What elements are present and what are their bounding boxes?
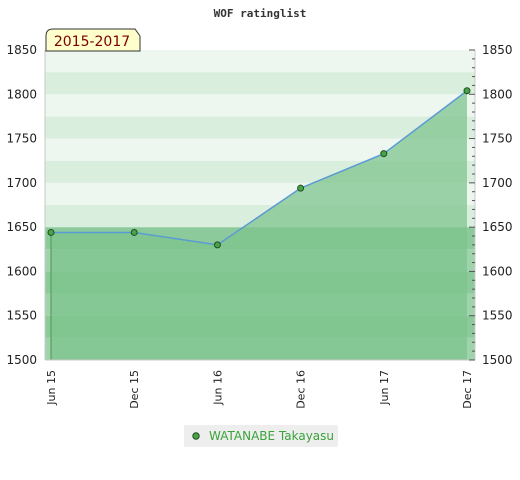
x-tick-label: Jun 15 [45, 370, 58, 406]
legend-marker [192, 432, 200, 440]
period-badge-box [45, 28, 141, 52]
data-point[interactable] [380, 150, 388, 158]
x-tick-label: Jun 17 [378, 370, 391, 406]
y-tick-label-left: 1850 [6, 43, 37, 57]
y-tick-label-right: 1850 [482, 43, 513, 57]
y-tick-label-right: 1600 [482, 264, 513, 278]
y-tick-label-left: 1550 [6, 309, 37, 323]
y-tick-label-right: 1800 [482, 87, 513, 101]
y-tick-label-left: 1700 [6, 176, 37, 190]
data-point[interactable] [297, 184, 305, 192]
y-tick-label-left: 1600 [6, 264, 37, 278]
legend[interactable]: WATANABE Takayasu [184, 425, 338, 447]
x-axis-labels: Jun 15 Dec 15 Jun 16 Dec 16 Jun 17 Dec 17 [45, 370, 474, 409]
y-tick-label-right: 1750 [482, 132, 513, 146]
period-label: 2015-2017 [54, 34, 130, 50]
y-tick-label-right: 1700 [482, 176, 513, 190]
y-axis-left-labels: 1500 1550 1600 1650 1700 1750 1800 1850 [6, 43, 37, 367]
legend-series-name: WATANABE Takayasu [209, 429, 334, 443]
background-band [45, 138, 475, 161]
period-badge: 2015-2017 [45, 28, 141, 52]
y-axis-right-labels: 1500 1550 1600 1650 1700 1750 1800 1850 [482, 43, 513, 367]
background-band [45, 116, 475, 139]
series-area [51, 90, 467, 360]
axes [44, 49, 476, 361]
data-point[interactable] [130, 228, 138, 236]
background-band [45, 72, 475, 95]
data-point[interactable] [213, 241, 221, 249]
x-tick-label: Jun 16 [211, 370, 224, 406]
y-tick-label-left: 1800 [6, 87, 37, 101]
data-points [47, 87, 471, 249]
x-tick-label: Dec 15 [128, 370, 141, 409]
x-tick-label: Dec 17 [461, 370, 474, 409]
x-tick-label: Dec 16 [295, 370, 308, 409]
background-band [45, 94, 475, 117]
y-tick-label-right: 1550 [482, 309, 513, 323]
chart-title: WOF ratinglist [214, 7, 307, 20]
y-tick-label-left: 1650 [6, 220, 37, 234]
y-tick-label-left: 1750 [6, 132, 37, 146]
y-tick-label-right: 1650 [482, 220, 513, 234]
background-band [45, 50, 475, 73]
legend-box [184, 425, 338, 447]
y-tick-label-right: 1500 [482, 353, 513, 367]
data-point[interactable] [463, 87, 471, 95]
data-point[interactable] [47, 228, 55, 236]
y-tick-label-left: 1500 [6, 353, 37, 367]
series-line [51, 90, 468, 246]
